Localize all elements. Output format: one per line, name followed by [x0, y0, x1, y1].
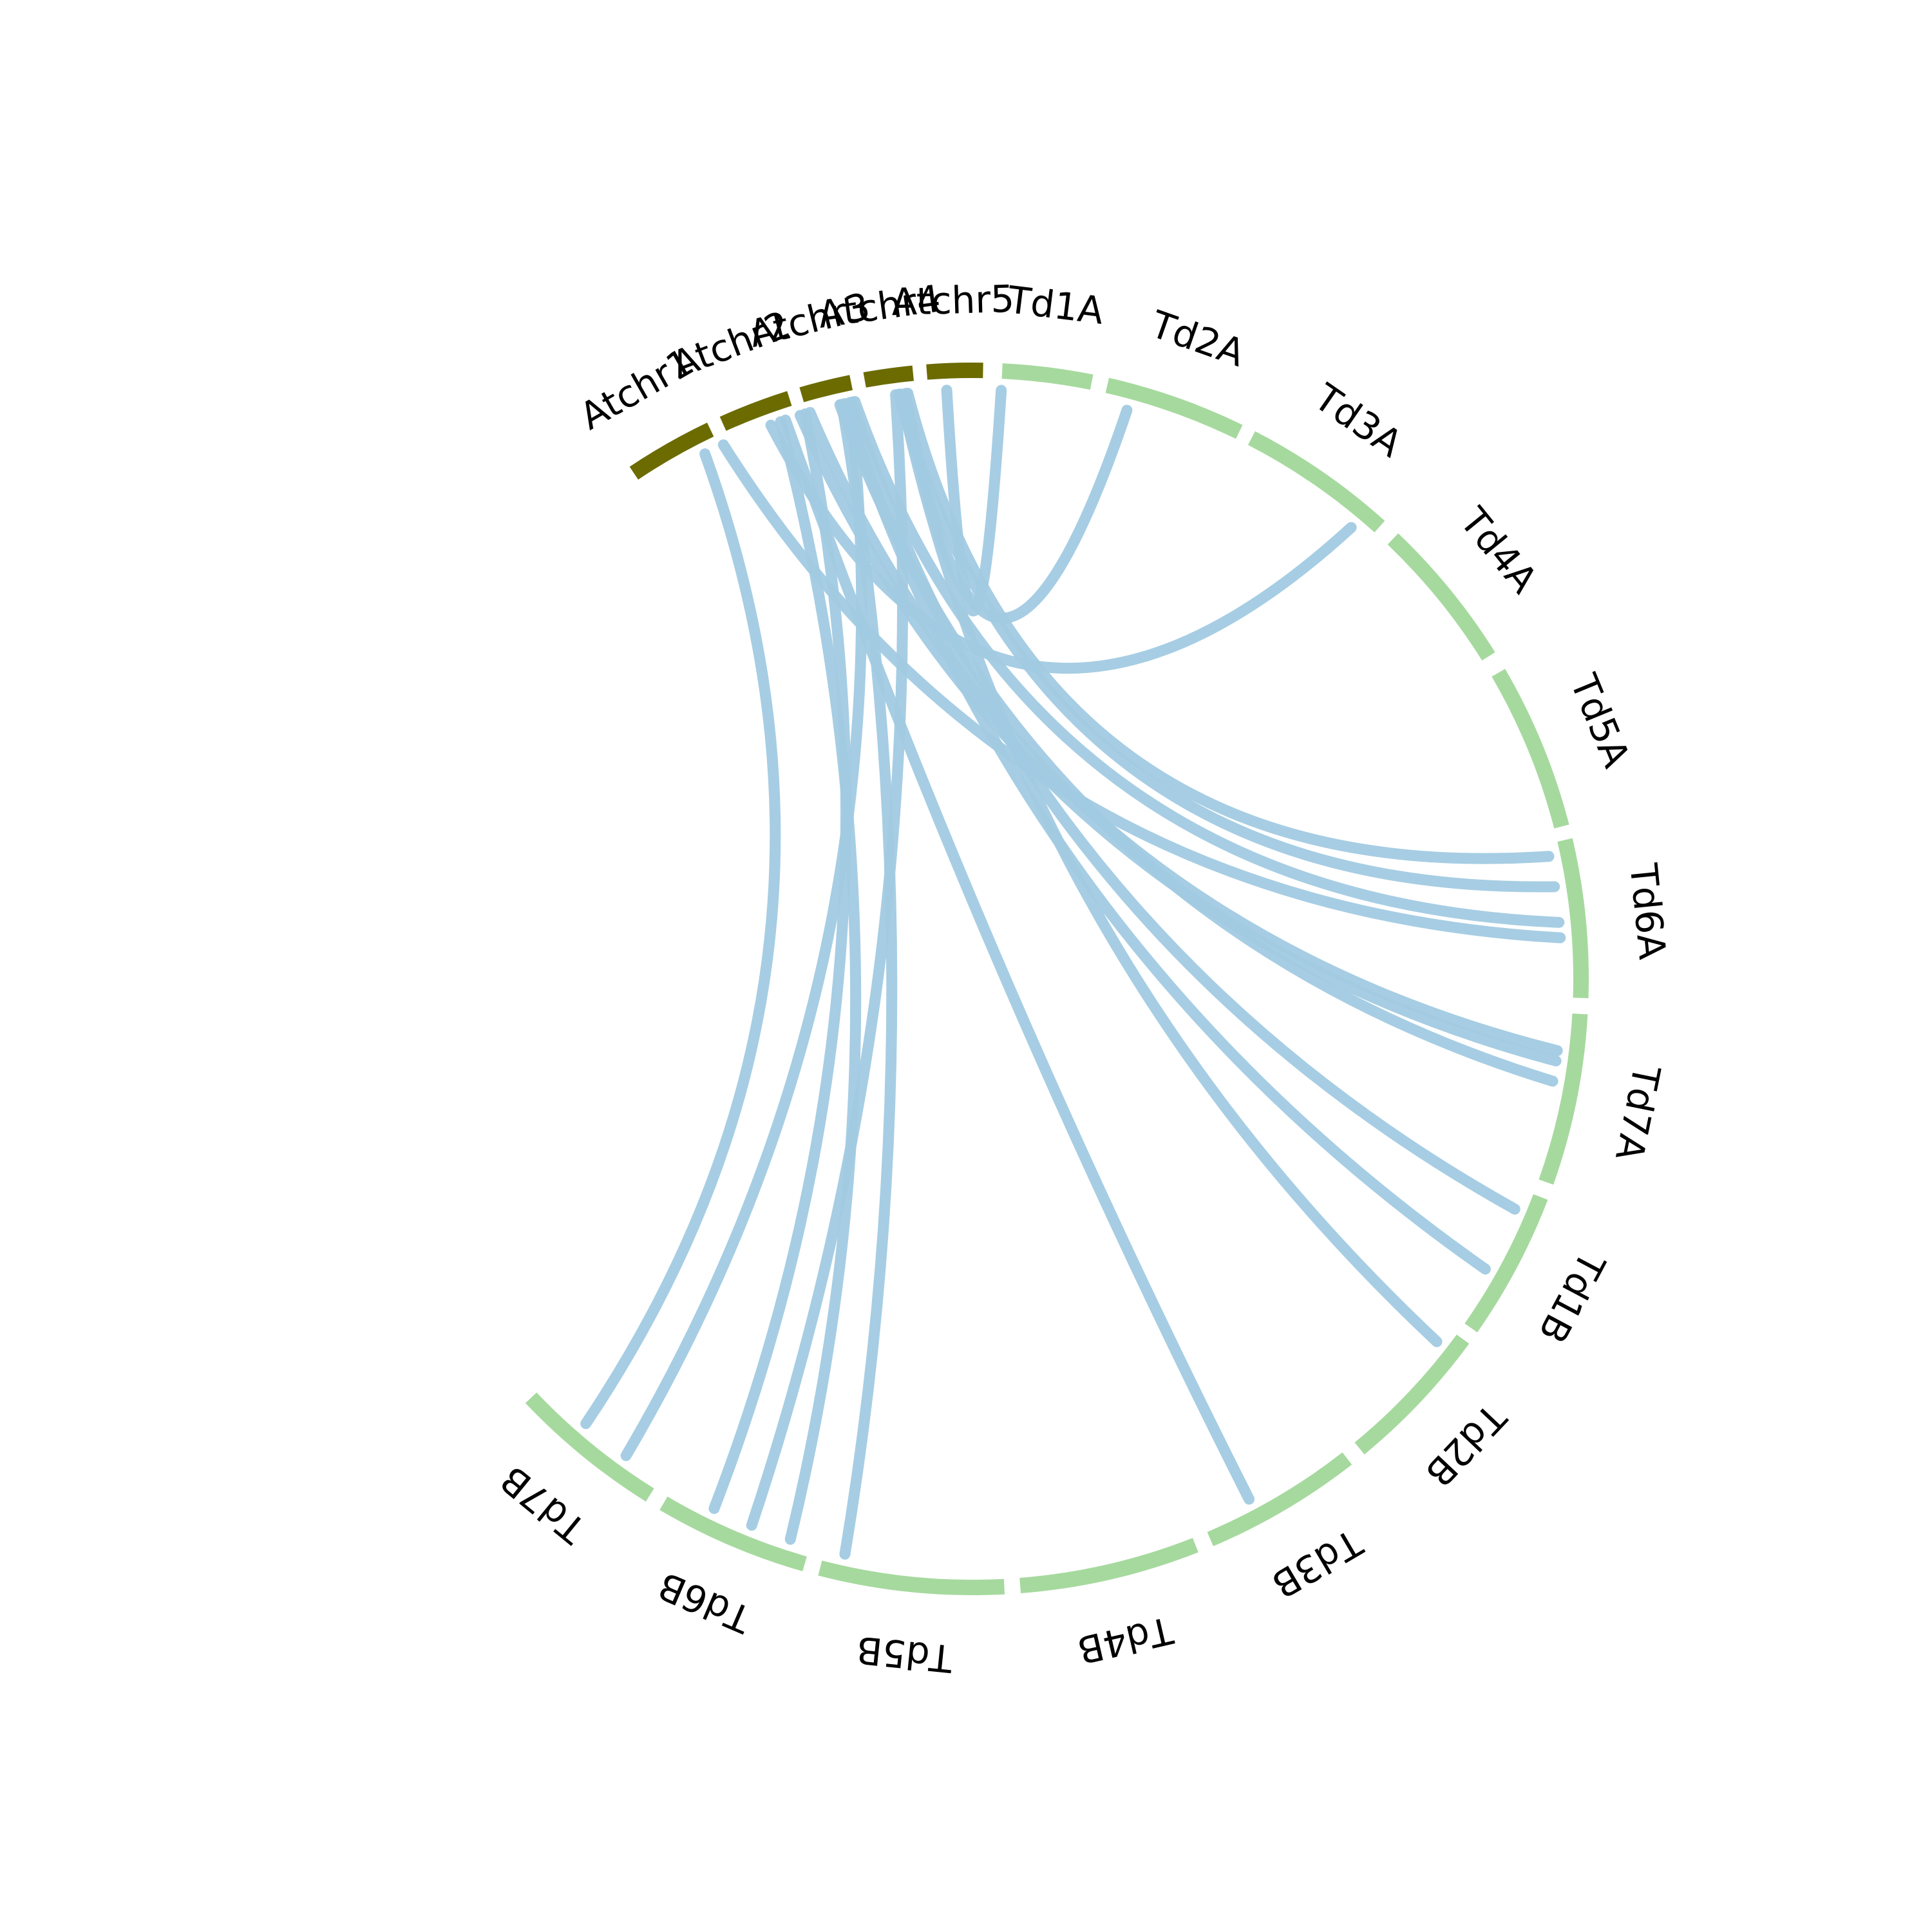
synteny-link-atchr3-td6b [708, 408, 852, 1514]
chromosome-arc-td1b [1464, 1194, 1548, 1332]
chromosome-arc-atchr5 [926, 363, 983, 380]
synteny-link-atchr4-td5b [836, 399, 898, 1560]
chromosome-label-td4b: Td4B [1074, 1608, 1177, 1672]
chromosome-arc-td3b [1207, 1452, 1352, 1546]
chromosome-label-td3b: Td3B [1264, 1520, 1370, 1607]
chromosome-label-td1a: Td1A [1005, 278, 1106, 333]
chromosome-label-td2b: Td2B [1417, 1395, 1515, 1495]
synteny-link-atchr5-td6b [746, 389, 909, 1531]
chromosome-label-td2a: Td2A [1145, 302, 1251, 375]
chromosome-arc-atchr3 [799, 375, 853, 402]
synteny-link-atchr5-td1a [941, 384, 1007, 616]
chromosome-arc-td5a [1492, 668, 1569, 829]
chromosome-label-td6a: Td6A [1621, 861, 1674, 961]
chromosome-label-td5a: Td5A [1562, 668, 1639, 774]
chromosome-ring [525, 363, 1589, 1595]
synteny-link-atchr5-td6a [893, 388, 1560, 893]
chromosome-arc-td7b [525, 1392, 654, 1502]
chromosome-label-td7b: Td7B [492, 1457, 594, 1553]
chromosome-arc-td4a [1387, 533, 1495, 661]
synteny-link-atchr3-td6b [775, 416, 862, 1545]
synteny-link-atchr3-td7a [794, 410, 1562, 1066]
chromosome-label-td7a: Td7A [1607, 1061, 1669, 1165]
chromosome-arc-td4b [1019, 1538, 1198, 1594]
chromosome-label-td4a: Td4A [1451, 499, 1546, 601]
chromosome-arc-td6a [1557, 838, 1589, 999]
chromosome-arc-td2b [1354, 1334, 1470, 1455]
chromosome-arc-atchr4 [863, 365, 914, 388]
chromosome-arc-atchr1 [629, 422, 714, 480]
synteny-link-atchr5-td2b [895, 388, 1443, 1347]
synteny-link-atchr4-td6a [849, 395, 1565, 928]
chromosome-label-td1b: Td1B [1530, 1244, 1614, 1350]
synteny-link-atchr3-td3b [780, 414, 1255, 1505]
chromosome-arc-atchr2 [719, 391, 792, 431]
synteny-links [580, 384, 1566, 1560]
chromosome-arc-td1a [1001, 363, 1094, 390]
synteny-link-atchr5-td6a [902, 388, 1555, 864]
synteny-link-atchr2-td7b [580, 448, 781, 1430]
synteny-link-atchr4-td7a [834, 399, 1558, 1087]
chromosome-arc-td5b [818, 1560, 1005, 1595]
synteny-link-atchr4-td7b [620, 397, 867, 1461]
chromosome-label-td5b: Td5B [855, 1627, 955, 1681]
chromosome-label-td3a: Td3A [1306, 375, 1410, 466]
chromosome-arc-td2a [1105, 377, 1243, 439]
chromosome-arc-td3a [1247, 431, 1385, 533]
chromosome-arc-td6b [659, 1496, 807, 1571]
chromosome-arc-td7a [1539, 1013, 1588, 1185]
chromosome-label-td6b: Td6B [652, 1564, 758, 1642]
chromosome-label-atchr5: Atchr5 [891, 277, 1015, 324]
